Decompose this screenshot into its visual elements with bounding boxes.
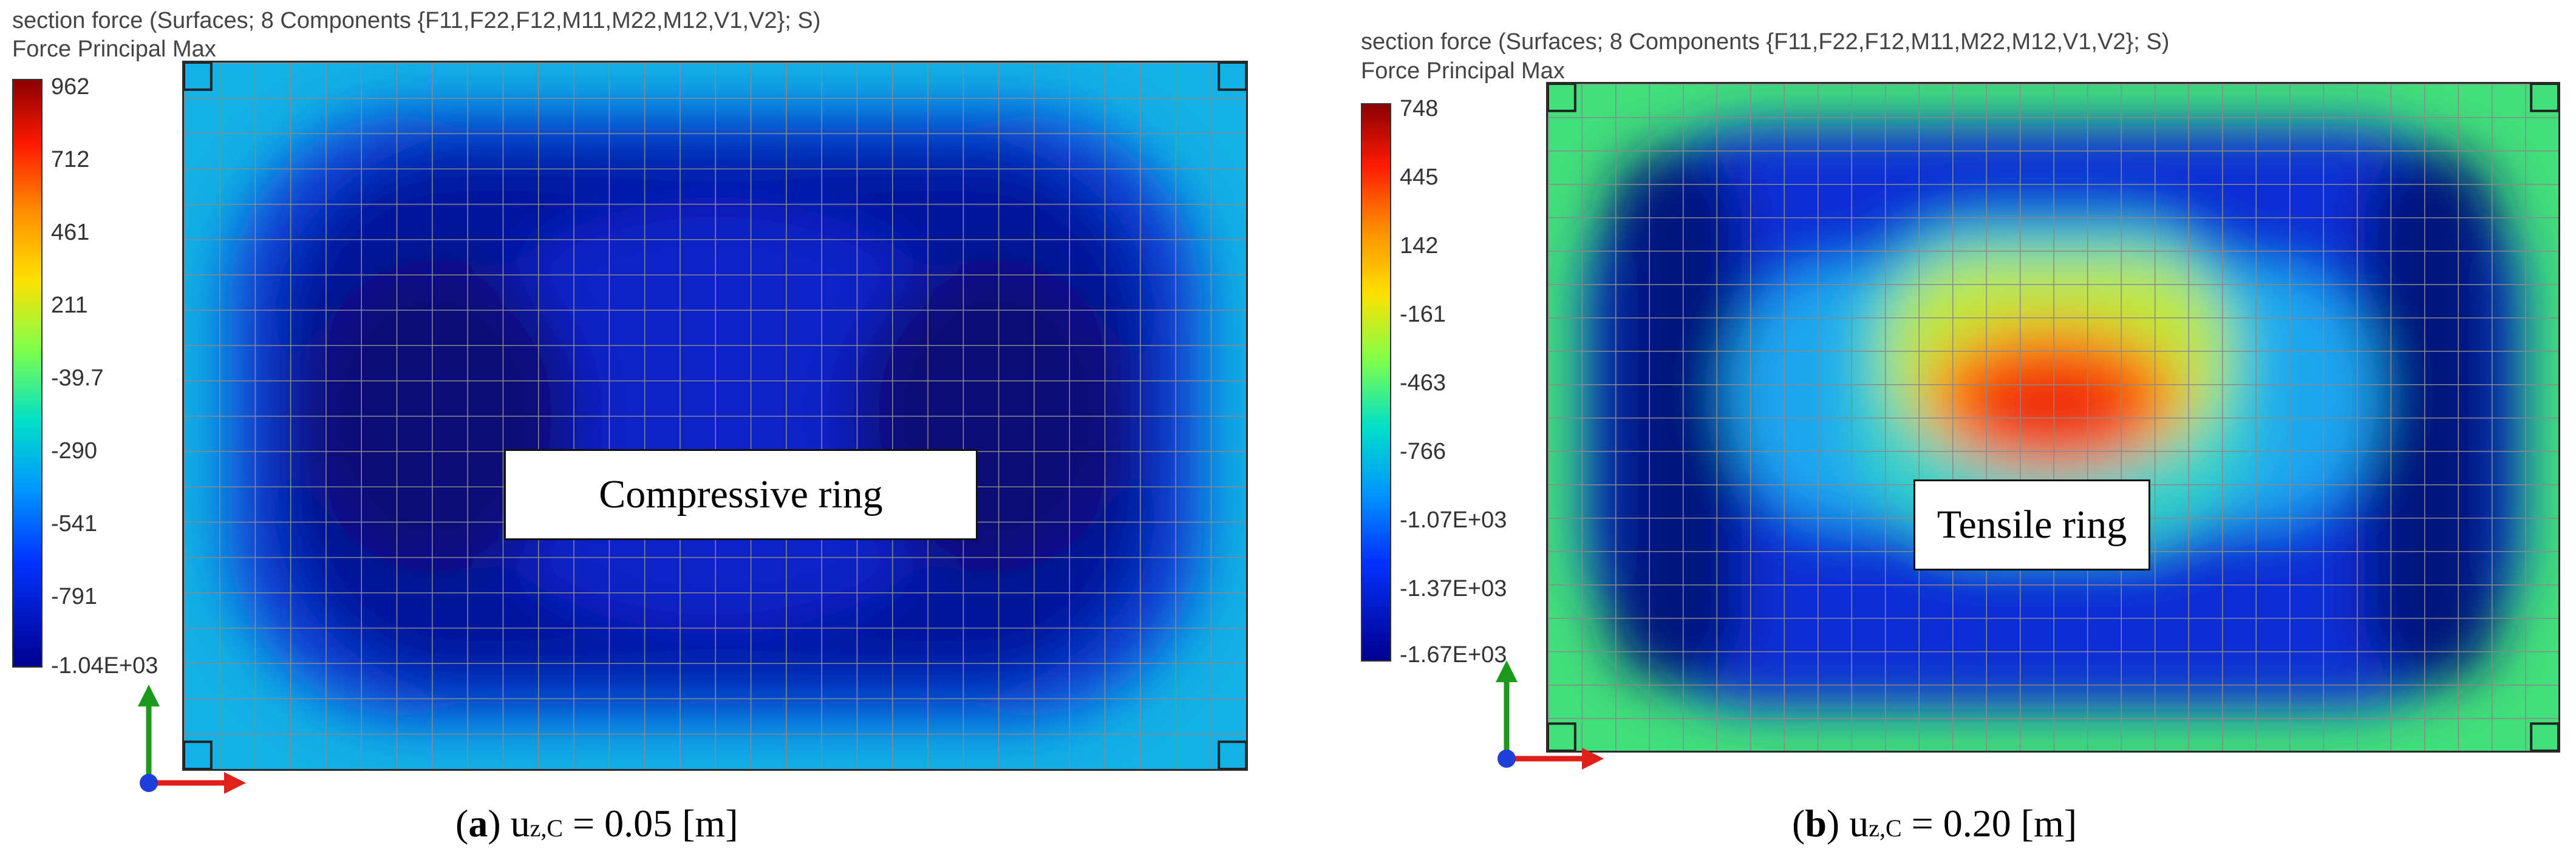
legend-tick: -791 [51, 584, 98, 609]
panel-b: section force (Surfaces; 8 Components {F… [1349, 0, 2576, 860]
result-subheader: Force Principal Max [12, 36, 216, 62]
legend-tick: -290 [51, 438, 98, 464]
color-legend-bar [1361, 103, 1391, 662]
figure-caption: (b) uz,C = 0.20 [m] [1792, 802, 2077, 845]
legend-tick: -1.07E+03 [1400, 507, 1507, 533]
contour-field [1548, 84, 2558, 751]
caption-subscript: z,C [1869, 814, 1902, 842]
plate-contour-view [1546, 82, 2560, 753]
axis-triad-icon [138, 685, 246, 794]
result-header: section force (Surfaces; 8 Components {F… [1361, 29, 2170, 55]
caption-variable: u [1849, 802, 1869, 845]
plate-contour-view [182, 61, 1248, 771]
caption-letter: a [468, 802, 488, 845]
legend-tick: 962 [51, 74, 90, 100]
color-legend-bar [12, 79, 43, 668]
legend-tick: -39.7 [51, 365, 104, 391]
legend-tick: 712 [51, 147, 90, 172]
legend-tick: -541 [51, 511, 98, 537]
legend-tick: 445 [1400, 164, 1439, 190]
legend-tick: -1.67E+03 [1400, 642, 1507, 668]
figure-caption: (a) uz,C = 0.05 [m] [455, 802, 738, 845]
legend-tick: -463 [1400, 370, 1446, 396]
panel-a: section force (Surfaces; 8 Components {F… [12, 8, 1248, 845]
caption-letter: b [1805, 802, 1827, 845]
legend-tick: -161 [1400, 302, 1446, 327]
caption-variable: u [510, 802, 530, 845]
contour-field [184, 63, 1246, 769]
result-subheader: Force Principal Max [1361, 58, 1565, 84]
caption-value: = 0.05 [m] [563, 802, 738, 845]
legend-tick: 461 [51, 220, 90, 245]
result-header: section force (Surfaces; 8 Components {F… [12, 8, 821, 33]
legend-tick: 142 [1400, 233, 1439, 259]
caption-subscript: z,C [530, 814, 564, 842]
axis-triad-icon [1496, 660, 1604, 770]
compressive-ring-label: Compressive ring [504, 449, 978, 540]
tensile-ring-label: Tensile ring [1913, 479, 2150, 571]
legend-tick: -1.04E+03 [51, 653, 158, 679]
legend-tick: -766 [1400, 439, 1446, 464]
legend-tick: 211 [51, 293, 88, 318]
legend-tick: -1.37E+03 [1400, 576, 1507, 601]
caption-value: = 0.20 [m] [1901, 802, 2077, 845]
legend-tick: 748 [1400, 96, 1439, 121]
